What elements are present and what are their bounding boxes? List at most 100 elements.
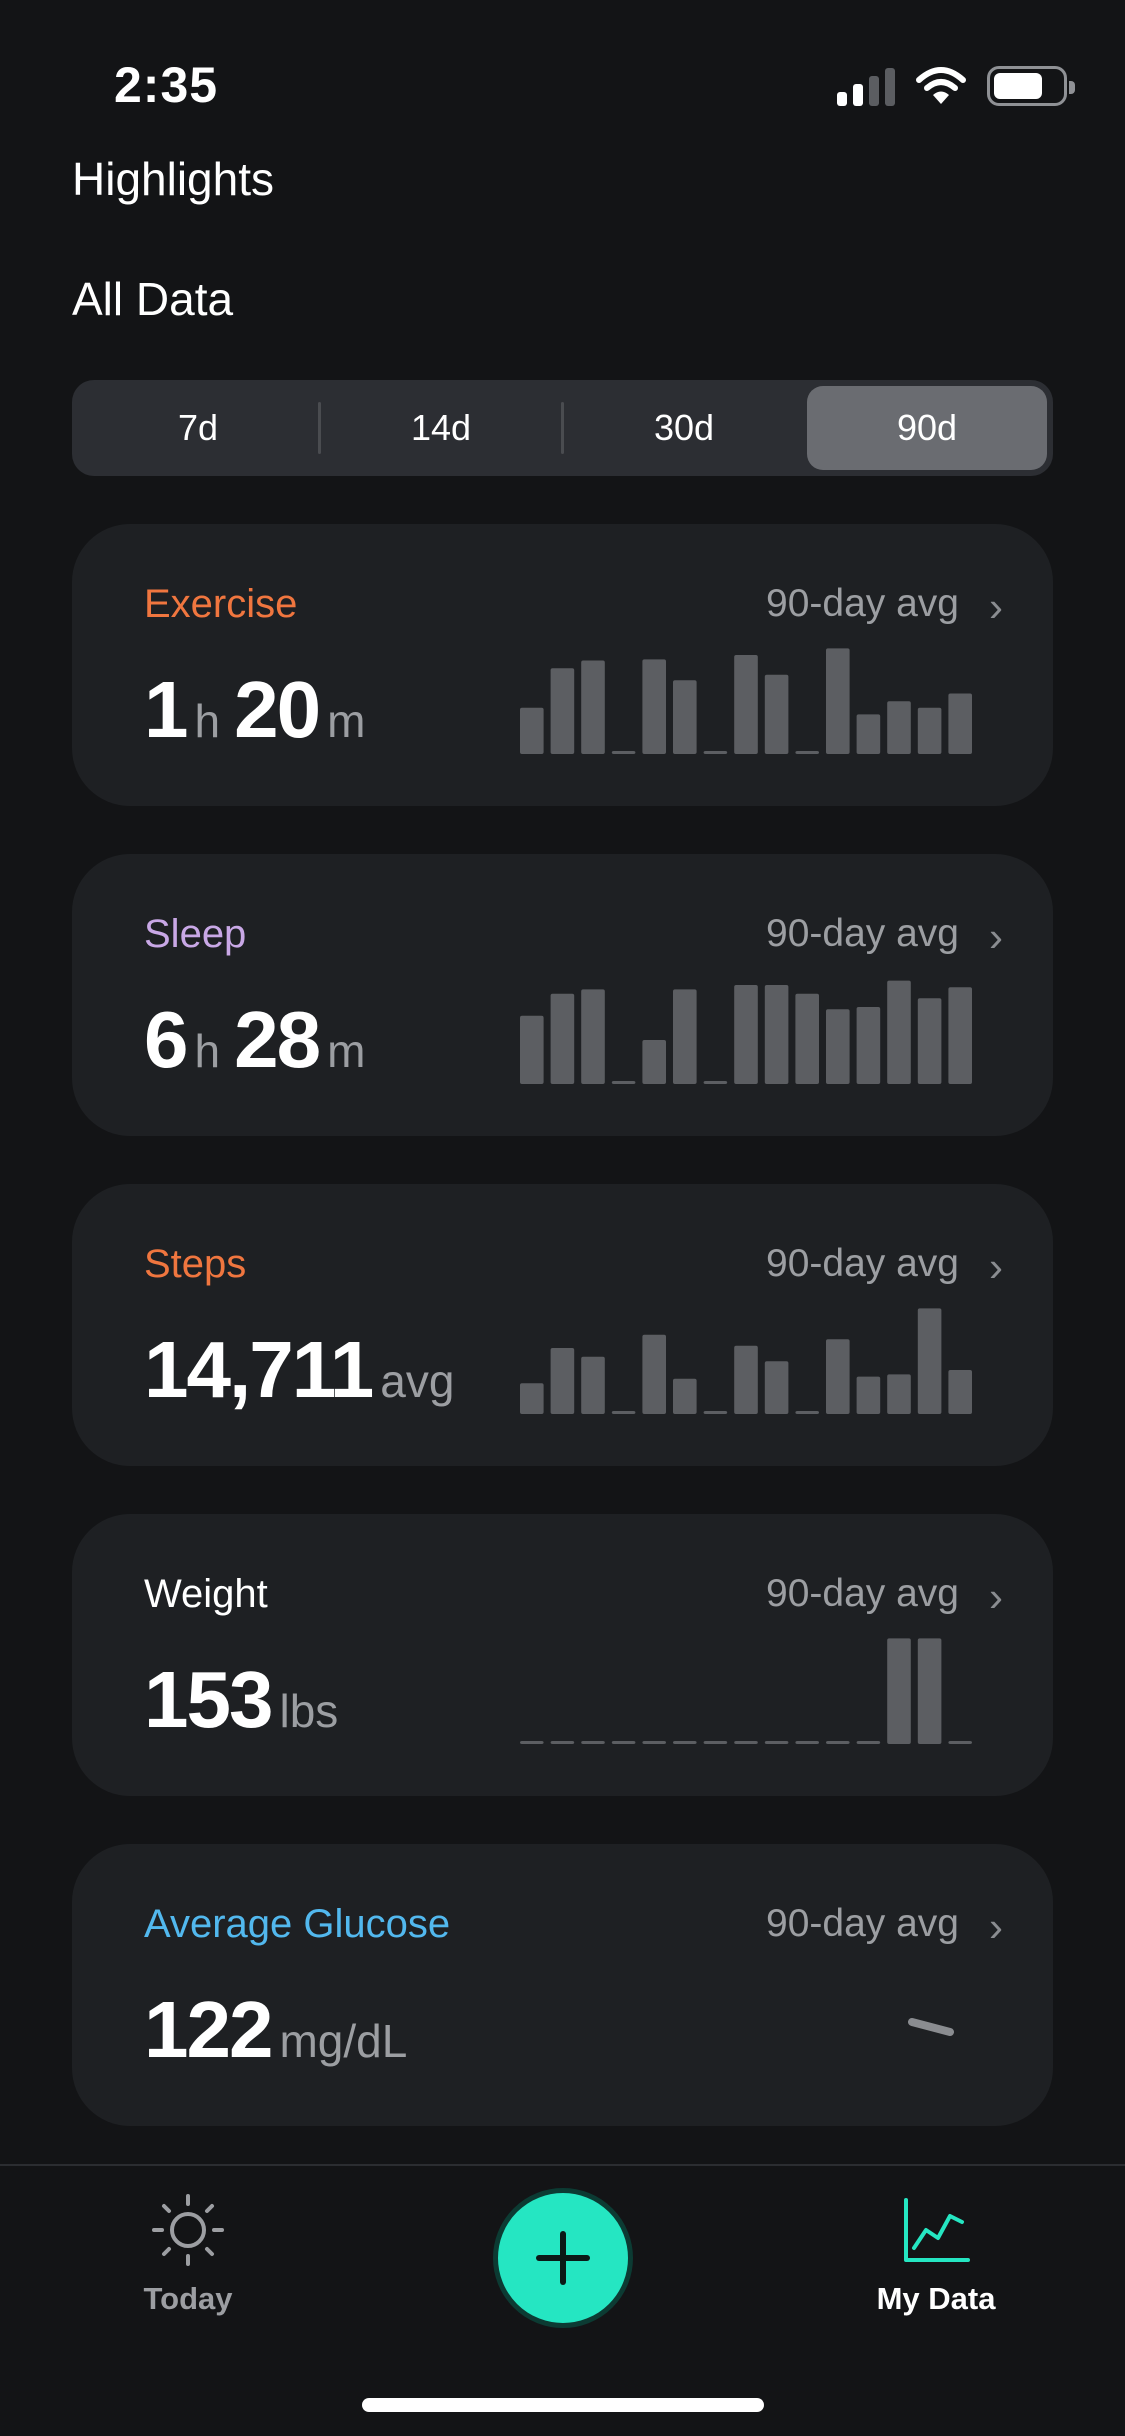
chart-bar — [826, 648, 850, 754]
bar-chart-svg — [520, 1308, 972, 1414]
chart-bar — [550, 668, 575, 754]
value-unit: avg — [380, 1355, 455, 1407]
chart-bar — [581, 989, 605, 1084]
card-value: 6 h 28 m — [144, 994, 365, 1086]
weight-card[interactable]: Weight 90-day avg › 153 lbs — [72, 1514, 1053, 1796]
chart-bar — [887, 1374, 911, 1414]
chart-bar — [948, 987, 972, 1084]
trend-mini-chart — [520, 1304, 972, 1414]
trend-mini-chart — [520, 1634, 972, 1744]
chart-bar — [611, 1081, 636, 1084]
chart-bar — [856, 1007, 881, 1084]
chart-bar — [795, 751, 819, 754]
exercise-card[interactable]: Exercise 90-day avg › 1 h 20 m — [72, 524, 1053, 806]
chart-bar — [581, 1741, 605, 1744]
chart-bar — [703, 1741, 728, 1744]
bar-chart-svg — [520, 1638, 972, 1744]
highlights-heading[interactable]: Highlights — [72, 153, 274, 205]
bottom-tab-bar: Today My Data — [0, 2164, 1125, 2436]
value-unit: m — [327, 1025, 366, 1077]
sleep-card[interactable]: Sleep 90-day avg › 6 h 28 m — [72, 854, 1053, 1136]
value-number: 122 — [144, 1985, 273, 2074]
range-segmented-control: 7d 14d 30d 90d — [72, 380, 1053, 476]
add-entry-button[interactable] — [493, 2188, 633, 2328]
chart-bar — [948, 1370, 972, 1414]
battery-icon — [987, 66, 1075, 106]
all-data-heading: All Data — [72, 273, 234, 325]
card-title: Exercise — [144, 582, 298, 626]
chart-bar — [734, 655, 758, 754]
card-value: 122 mg/dL — [144, 1984, 407, 2076]
chart-bar — [703, 751, 728, 754]
chart-bar — [856, 1376, 881, 1414]
chart-bar — [764, 1741, 789, 1744]
range-tab-30d[interactable]: 30d — [653, 407, 715, 448]
chart-bar — [611, 1741, 636, 1744]
card-value: 153 lbs — [144, 1654, 338, 1746]
chart-bar — [642, 1334, 666, 1414]
card-avg-label: 90-day avg — [766, 582, 959, 625]
card-title: Sleep — [144, 912, 247, 956]
segment-divider — [561, 402, 564, 454]
chart-bar — [948, 1741, 972, 1744]
chart-bar — [764, 674, 789, 754]
chevron-right-icon: › — [989, 1243, 1003, 1290]
range-tab-7d[interactable]: 7d — [177, 407, 219, 448]
steps-card[interactable]: Steps 90-day avg › 14,711 avg — [72, 1184, 1053, 1466]
range-tab-90d[interactable]: 90d — [807, 386, 1047, 470]
chevron-right-icon: › — [989, 1573, 1003, 1620]
chart-bar — [764, 985, 789, 1084]
chart-bar — [673, 1378, 697, 1414]
bar-chart-svg — [520, 980, 972, 1084]
chart-bar — [734, 1345, 758, 1414]
tab-my-data[interactable]: My Data — [852, 2190, 1020, 2317]
chart-bar — [826, 1741, 850, 1744]
trend-mini-chart — [520, 974, 972, 1084]
chevron-right-icon: › — [989, 1903, 1003, 1950]
card-value: 1 h 20 m — [144, 664, 365, 756]
trend-line-icon — [908, 2018, 954, 2036]
trend-mini-chart — [520, 644, 972, 754]
value-number: 20 — [234, 665, 321, 754]
average-glucose-card[interactable]: Average Glucose 90-day avg › 122 mg/dL — [72, 1844, 1053, 2126]
value-unit: h — [194, 695, 221, 747]
chart-line-icon — [904, 2198, 970, 2262]
sun-icon — [152, 2194, 224, 2266]
chart-bar — [550, 1348, 575, 1414]
chart-bar — [520, 1015, 544, 1084]
range-tab-14d[interactable]: 14d — [410, 407, 472, 448]
chart-bar — [550, 993, 575, 1084]
chart-bar — [887, 701, 911, 754]
chart-bar — [917, 1308, 942, 1414]
segment-divider — [318, 402, 321, 454]
card-title: Weight — [144, 1572, 268, 1616]
value-number: 14,711 — [144, 1325, 374, 1414]
chart-bar — [856, 1741, 881, 1744]
card-avg-label: 90-day avg — [766, 1242, 959, 1285]
chart-bar — [611, 751, 636, 754]
chart-bar — [550, 1741, 575, 1744]
chart-bar — [795, 1741, 819, 1744]
tab-today[interactable]: Today — [108, 2190, 268, 2317]
cellular-signal-icon — [837, 66, 895, 106]
card-avg-label: 90-day avg — [766, 912, 959, 955]
home-indicator — [362, 2398, 764, 2412]
tab-my-data-label: My Data — [876, 2281, 996, 2316]
value-number: 1 — [144, 665, 188, 754]
chart-bar — [673, 680, 697, 754]
value-unit: mg/dL — [279, 2015, 408, 2067]
bar-chart-svg — [520, 648, 972, 754]
value-number: 153 — [144, 1655, 273, 1744]
chart-bar — [917, 707, 942, 754]
chart-bar — [917, 1638, 942, 1744]
chart-bar — [887, 1638, 911, 1744]
card-avg-label: 90-day avg — [766, 1572, 959, 1615]
status-time: 2:35 — [114, 57, 219, 113]
chart-bar — [581, 660, 605, 754]
chevron-right-icon: › — [989, 583, 1003, 630]
chart-bar — [795, 1411, 819, 1414]
chart-bar — [611, 1411, 636, 1414]
chart-bar — [642, 1040, 666, 1084]
chart-bar — [673, 989, 697, 1084]
chart-bar — [734, 1741, 758, 1744]
